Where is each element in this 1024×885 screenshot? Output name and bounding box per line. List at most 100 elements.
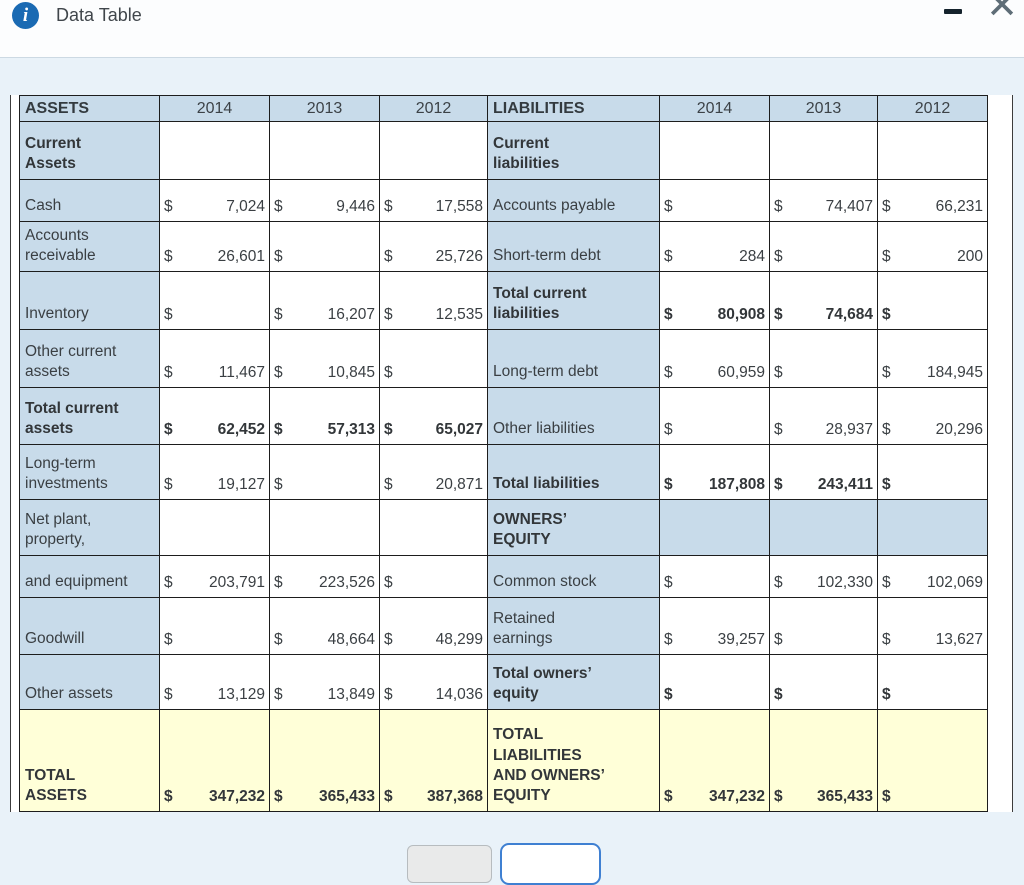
dollar-sign: $ bbox=[274, 788, 283, 805]
money-cell: $ bbox=[877, 654, 988, 710]
empty-cell bbox=[877, 121, 988, 180]
money-cell: $13,129 bbox=[159, 654, 270, 710]
row-label: Other liabilities bbox=[487, 387, 660, 445]
column-header-year: 2012 bbox=[379, 95, 488, 122]
money-cell: $223,526 bbox=[269, 555, 380, 598]
dollar-sign: $ bbox=[274, 631, 283, 648]
amount: 12,535 bbox=[435, 306, 483, 323]
money-cell: $48,299 bbox=[379, 597, 488, 655]
dollar-sign: $ bbox=[384, 686, 393, 703]
money-cell: $ bbox=[877, 444, 988, 500]
amount: 347,232 bbox=[208, 788, 265, 805]
money-cell: $ bbox=[877, 709, 988, 812]
row-label: TOTAL ASSETS bbox=[19, 709, 160, 812]
close-button[interactable]: ✕ bbox=[986, 0, 1018, 27]
row-label: Inventory bbox=[19, 271, 160, 330]
table-row: and equipment $203,791 $223,526 $ Common sto… bbox=[19, 555, 988, 598]
amount: 62,452 bbox=[217, 421, 265, 438]
dollar-sign: $ bbox=[384, 364, 393, 381]
amount: 57,313 bbox=[327, 421, 375, 438]
amount: 20,871 bbox=[435, 476, 483, 493]
money-cell: $9,446 bbox=[269, 179, 380, 222]
dollar-sign: $ bbox=[274, 686, 283, 703]
money-cell: $14,036 bbox=[379, 654, 488, 710]
dollar-sign: $ bbox=[774, 198, 783, 215]
amount: 7,024 bbox=[226, 198, 265, 215]
dollar-sign: $ bbox=[664, 686, 673, 703]
dollar-sign: $ bbox=[882, 421, 891, 438]
dollar-sign: $ bbox=[664, 306, 673, 323]
amount: 25,726 bbox=[435, 248, 483, 265]
amount: 187,808 bbox=[708, 476, 765, 493]
table-body: Current Assets Current liabilities Cash $7,… bbox=[19, 121, 988, 812]
money-cell: $200 bbox=[877, 221, 988, 272]
table-row: Other assets $13,129 $13,849 $14,036 Total o… bbox=[19, 654, 988, 710]
money-cell: $ bbox=[159, 597, 270, 655]
row-label: Total owners’ equity bbox=[487, 654, 660, 710]
money-cell: $13,849 bbox=[269, 654, 380, 710]
money-cell: $184,945 bbox=[877, 329, 988, 388]
empty-cell bbox=[159, 499, 270, 556]
dollar-sign: $ bbox=[384, 248, 393, 265]
amount: 387,368 bbox=[426, 788, 483, 805]
footer-button-right[interactable] bbox=[500, 843, 601, 885]
empty-cell bbox=[379, 499, 488, 556]
empty-cell bbox=[269, 121, 380, 180]
dollar-sign: $ bbox=[774, 421, 783, 438]
table-row: Accounts receivable $26,601 $ $25,726 Short-… bbox=[19, 221, 988, 272]
row-label: Other assets bbox=[19, 654, 160, 710]
money-cell: $ bbox=[769, 221, 878, 272]
dollar-sign: $ bbox=[774, 306, 783, 323]
amount: 17,558 bbox=[435, 198, 483, 215]
footer-button-left[interactable] bbox=[407, 845, 492, 883]
money-cell: $62,452 bbox=[159, 387, 270, 445]
dollar-sign: $ bbox=[164, 574, 173, 591]
money-cell: $102,069 bbox=[877, 555, 988, 598]
money-cell: $347,232 bbox=[659, 709, 770, 812]
table-row: Goodwill $ $48,664 $48,299 Retained earnings… bbox=[19, 597, 988, 655]
money-cell: $20,871 bbox=[379, 444, 488, 500]
column-header-year: 2014 bbox=[659, 95, 770, 122]
money-cell: $203,791 bbox=[159, 555, 270, 598]
money-cell: $17,558 bbox=[379, 179, 488, 222]
dollar-sign: $ bbox=[274, 574, 283, 591]
empty-cell bbox=[659, 121, 770, 180]
amount: 74,407 bbox=[825, 198, 873, 215]
table-scroll-area[interactable]: ASSETS 2014 2013 2012 LIABILITIES 2014 2013 201… bbox=[10, 95, 1013, 812]
empty-cell bbox=[659, 499, 770, 556]
amount: 13,627 bbox=[935, 631, 983, 648]
row-label: Long-term debt bbox=[487, 329, 660, 388]
row-label: Retained earnings bbox=[487, 597, 660, 655]
amount: 48,299 bbox=[435, 631, 483, 648]
amount: 74,684 bbox=[825, 306, 873, 323]
money-cell: $74,407 bbox=[769, 179, 878, 222]
balance-sheet-table: ASSETS 2014 2013 2012 LIABILITIES 2014 2013 201… bbox=[19, 95, 988, 812]
amount: 203,791 bbox=[208, 574, 265, 591]
empty-cell bbox=[159, 121, 270, 180]
dollar-sign: $ bbox=[164, 248, 173, 265]
amount: 184,945 bbox=[926, 364, 983, 381]
money-cell: $ bbox=[659, 179, 770, 222]
empty-cell bbox=[769, 121, 878, 180]
money-cell: $ bbox=[877, 271, 988, 330]
money-cell: $20,296 bbox=[877, 387, 988, 445]
dollar-sign: $ bbox=[384, 476, 393, 493]
dollar-sign: $ bbox=[664, 248, 673, 265]
money-cell: $66,231 bbox=[877, 179, 988, 222]
minimize-button[interactable] bbox=[944, 9, 962, 14]
dollar-sign: $ bbox=[164, 364, 173, 381]
money-cell: $ bbox=[159, 271, 270, 330]
amount: 28,937 bbox=[825, 421, 873, 438]
amount: 13,849 bbox=[327, 686, 375, 703]
money-cell: $ bbox=[769, 329, 878, 388]
money-cell: $28,937 bbox=[769, 387, 878, 445]
money-cell: $ bbox=[379, 329, 488, 388]
dollar-sign: $ bbox=[664, 198, 673, 215]
dollar-sign: $ bbox=[664, 421, 673, 438]
dollar-sign: $ bbox=[384, 574, 393, 591]
money-cell: $ bbox=[379, 555, 488, 598]
amount: 102,330 bbox=[816, 574, 873, 591]
dollar-sign: $ bbox=[882, 631, 891, 648]
dollar-sign: $ bbox=[882, 476, 891, 493]
table-row: Net plant, property, OWNERS’ EQUITY bbox=[19, 499, 988, 556]
